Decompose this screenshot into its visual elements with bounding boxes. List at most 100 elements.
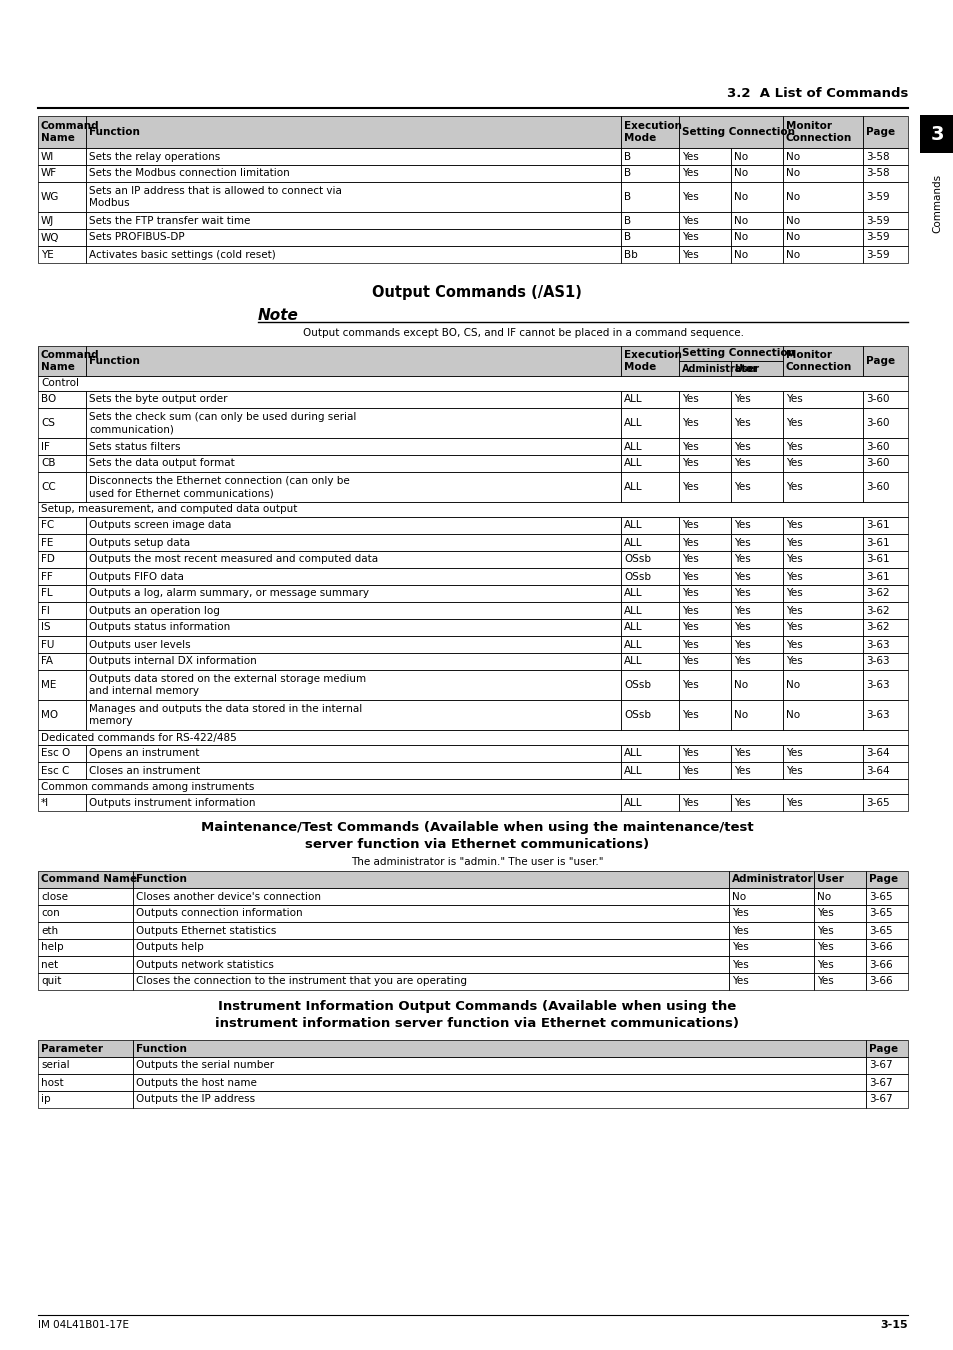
Text: Yes: Yes — [733, 537, 750, 548]
Bar — [730, 230, 782, 246]
Bar — [782, 602, 862, 620]
Bar — [782, 148, 862, 165]
Bar — [782, 392, 862, 408]
Bar — [862, 392, 907, 408]
Text: Outputs FIFO data: Outputs FIFO data — [89, 571, 184, 582]
Text: No: No — [733, 169, 747, 178]
Text: Outputs the host name: Outputs the host name — [136, 1077, 256, 1088]
Text: Closes an instrument: Closes an instrument — [89, 765, 200, 775]
Bar — [38, 1057, 132, 1075]
Bar — [782, 346, 862, 377]
Bar — [813, 888, 865, 905]
Text: Maintenance/Test Commands (Available when using the maintenance/test
server func: Maintenance/Test Commands (Available whe… — [200, 821, 753, 850]
Bar — [38, 377, 907, 392]
Bar — [728, 904, 813, 922]
Bar — [679, 392, 730, 408]
Text: Yes: Yes — [733, 798, 750, 807]
Text: Yes: Yes — [681, 441, 698, 451]
Bar — [730, 455, 782, 472]
Bar — [86, 670, 620, 701]
Text: Parameter: Parameter — [41, 1044, 103, 1053]
Bar — [86, 455, 620, 472]
Bar — [38, 517, 86, 535]
Text: B: B — [623, 169, 631, 178]
Bar — [865, 904, 907, 922]
Bar — [679, 761, 730, 779]
Text: WJ: WJ — [41, 216, 54, 225]
Bar — [679, 794, 730, 811]
Text: 3-63: 3-63 — [865, 710, 889, 720]
Bar — [862, 585, 907, 602]
Bar — [782, 246, 862, 263]
Bar — [919, 115, 953, 153]
Text: Yes: Yes — [816, 960, 833, 969]
Bar — [679, 165, 730, 182]
Bar — [862, 212, 907, 230]
Text: IF: IF — [41, 441, 50, 451]
Bar — [730, 455, 782, 472]
Bar — [86, 701, 620, 730]
Bar — [782, 517, 862, 535]
Bar — [38, 392, 86, 408]
Bar — [730, 535, 782, 551]
Text: Yes: Yes — [733, 622, 750, 633]
Bar — [730, 472, 782, 502]
Bar — [679, 408, 730, 437]
Bar — [728, 973, 813, 990]
Bar — [132, 973, 728, 990]
Bar — [38, 165, 86, 182]
Bar — [782, 761, 862, 779]
Text: Yes: Yes — [731, 960, 748, 969]
Text: Execution
Mode: Execution Mode — [623, 350, 681, 373]
Bar — [86, 761, 620, 779]
Bar — [620, 585, 679, 602]
Bar — [730, 568, 782, 585]
Bar — [730, 148, 782, 165]
Bar — [38, 212, 86, 230]
Text: Sets PROFIBUS-DP: Sets PROFIBUS-DP — [89, 232, 185, 243]
Text: Outputs user levels: Outputs user levels — [89, 640, 191, 649]
Bar — [679, 535, 730, 551]
Text: No: No — [733, 192, 747, 202]
Text: 3: 3 — [929, 124, 943, 143]
Bar — [865, 973, 907, 990]
Text: Yes: Yes — [785, 640, 801, 649]
Bar — [862, 794, 907, 811]
Bar — [782, 535, 862, 551]
Text: Yes: Yes — [733, 394, 750, 405]
Bar — [865, 922, 907, 940]
Bar — [782, 701, 862, 730]
Bar — [862, 620, 907, 636]
Bar — [782, 472, 862, 502]
Text: OSsb: OSsb — [623, 680, 650, 690]
Bar — [813, 888, 865, 905]
Bar — [730, 602, 782, 620]
Bar — [679, 212, 730, 230]
Text: 3-59: 3-59 — [865, 250, 889, 259]
Text: WI: WI — [41, 151, 54, 162]
Bar — [862, 585, 907, 602]
Bar — [730, 517, 782, 535]
Text: No: No — [733, 680, 747, 690]
Bar — [730, 360, 782, 377]
Bar — [620, 116, 679, 148]
Bar — [38, 230, 86, 246]
Text: Yes: Yes — [733, 656, 750, 667]
Text: Yes: Yes — [681, 622, 698, 633]
Text: Yes: Yes — [681, 765, 698, 775]
Bar — [38, 794, 86, 811]
Bar — [730, 165, 782, 182]
Bar — [862, 165, 907, 182]
Bar — [679, 230, 730, 246]
Text: Output Commands (/AS1): Output Commands (/AS1) — [372, 285, 581, 300]
Bar — [728, 888, 813, 905]
Bar — [132, 1040, 865, 1057]
Bar — [862, 212, 907, 230]
Text: Outputs a log, alarm summary, or message summary: Outputs a log, alarm summary, or message… — [89, 589, 369, 598]
Bar — [132, 1091, 865, 1108]
Bar — [782, 670, 862, 701]
Text: Yes: Yes — [681, 748, 698, 759]
Text: Page: Page — [865, 356, 894, 366]
Text: 3-60: 3-60 — [865, 418, 888, 428]
Text: Sets an IP address that is allowed to connect via
Modbus: Sets an IP address that is allowed to co… — [89, 186, 341, 208]
